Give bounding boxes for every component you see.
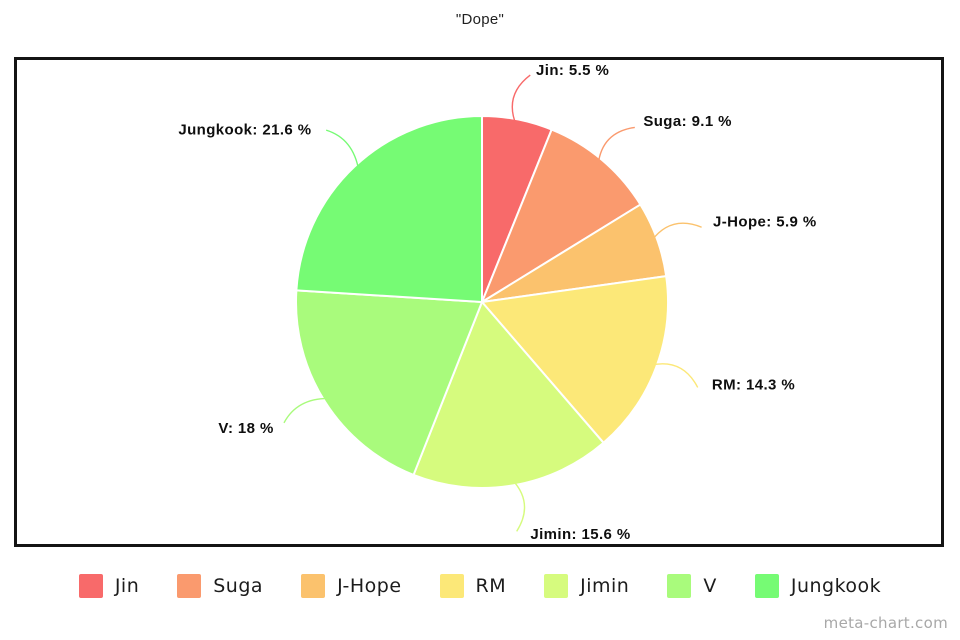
slice-label-jimin: Jimin: 15.6 %	[530, 526, 630, 543]
legend-item-rm: RM	[439, 574, 507, 598]
legend-swatch-icon	[301, 574, 326, 598]
pie-slice-jungkook	[295, 115, 483, 303]
legend-swatch-icon	[78, 574, 103, 598]
watermark: meta-chart.com	[823, 614, 948, 632]
legend-item-jimin: Jimin	[544, 574, 629, 598]
legend-label: Suga	[213, 575, 264, 597]
slice-label-suga: Suga: 9.1 %	[643, 113, 732, 130]
slice-label-jungkook: Jungkook: 21.6 %	[178, 121, 311, 138]
legend-swatch-icon	[544, 574, 569, 598]
legend-item-jin: Jin	[78, 574, 140, 598]
label-leader-line-jungkook	[325, 129, 360, 171]
slice-label-j-hope: J-Hope: 5.9 %	[713, 214, 817, 231]
legend-swatch-icon	[177, 574, 202, 598]
pie-slice-rm	[481, 275, 669, 444]
legend-label: Jin	[114, 575, 140, 597]
legend-swatch-icon	[754, 574, 779, 598]
legend-label: Jimin	[580, 575, 630, 597]
label-leader-line-rm	[650, 363, 699, 388]
label-leader-line-j-hope	[650, 222, 702, 242]
slice-label-rm: RM: 14.3 %	[712, 377, 795, 394]
slice-label-jin: Jin: 5.5 %	[536, 62, 609, 79]
legend-item-j-hope: J-Hope	[301, 574, 401, 598]
label-leader-line-v	[283, 397, 331, 424]
pie-chart-svg: Jin: 5.5 % Suga: 9.1 % J-Hope: 5.9 % RM: 14…	[178, 62, 817, 543]
legend-label: RM	[475, 575, 507, 597]
label-leader-line-jin	[511, 74, 531, 126]
legend-label: V	[703, 575, 717, 597]
label-leader-line-jimin	[511, 479, 526, 532]
pie-slice-suga	[481, 128, 642, 303]
chart-frame: Jin: 5.5 % Suga: 9.1 % J-Hope: 5.9 % RM: 14…	[14, 57, 944, 547]
legend-label: J-Hope	[337, 575, 402, 597]
legend-item-jungkook: Jungkook	[754, 574, 882, 598]
legend-item-v: V	[667, 574, 717, 598]
legend-swatch-icon	[439, 574, 464, 598]
legend-label: Jungkook	[790, 575, 882, 597]
pie-slice-v	[295, 289, 483, 476]
label-leader-line-suga	[597, 126, 635, 165]
chart-title: "Dope"	[455, 11, 505, 28]
legend: Jin Suga J-Hope RM Jimin V Jungkook	[0, 574, 960, 598]
pie-slice-jimin	[412, 301, 605, 489]
legend-item-suga: Suga	[177, 574, 263, 598]
legend-swatch-icon	[667, 574, 692, 598]
slice-label-v: V: 18 %	[218, 420, 273, 437]
